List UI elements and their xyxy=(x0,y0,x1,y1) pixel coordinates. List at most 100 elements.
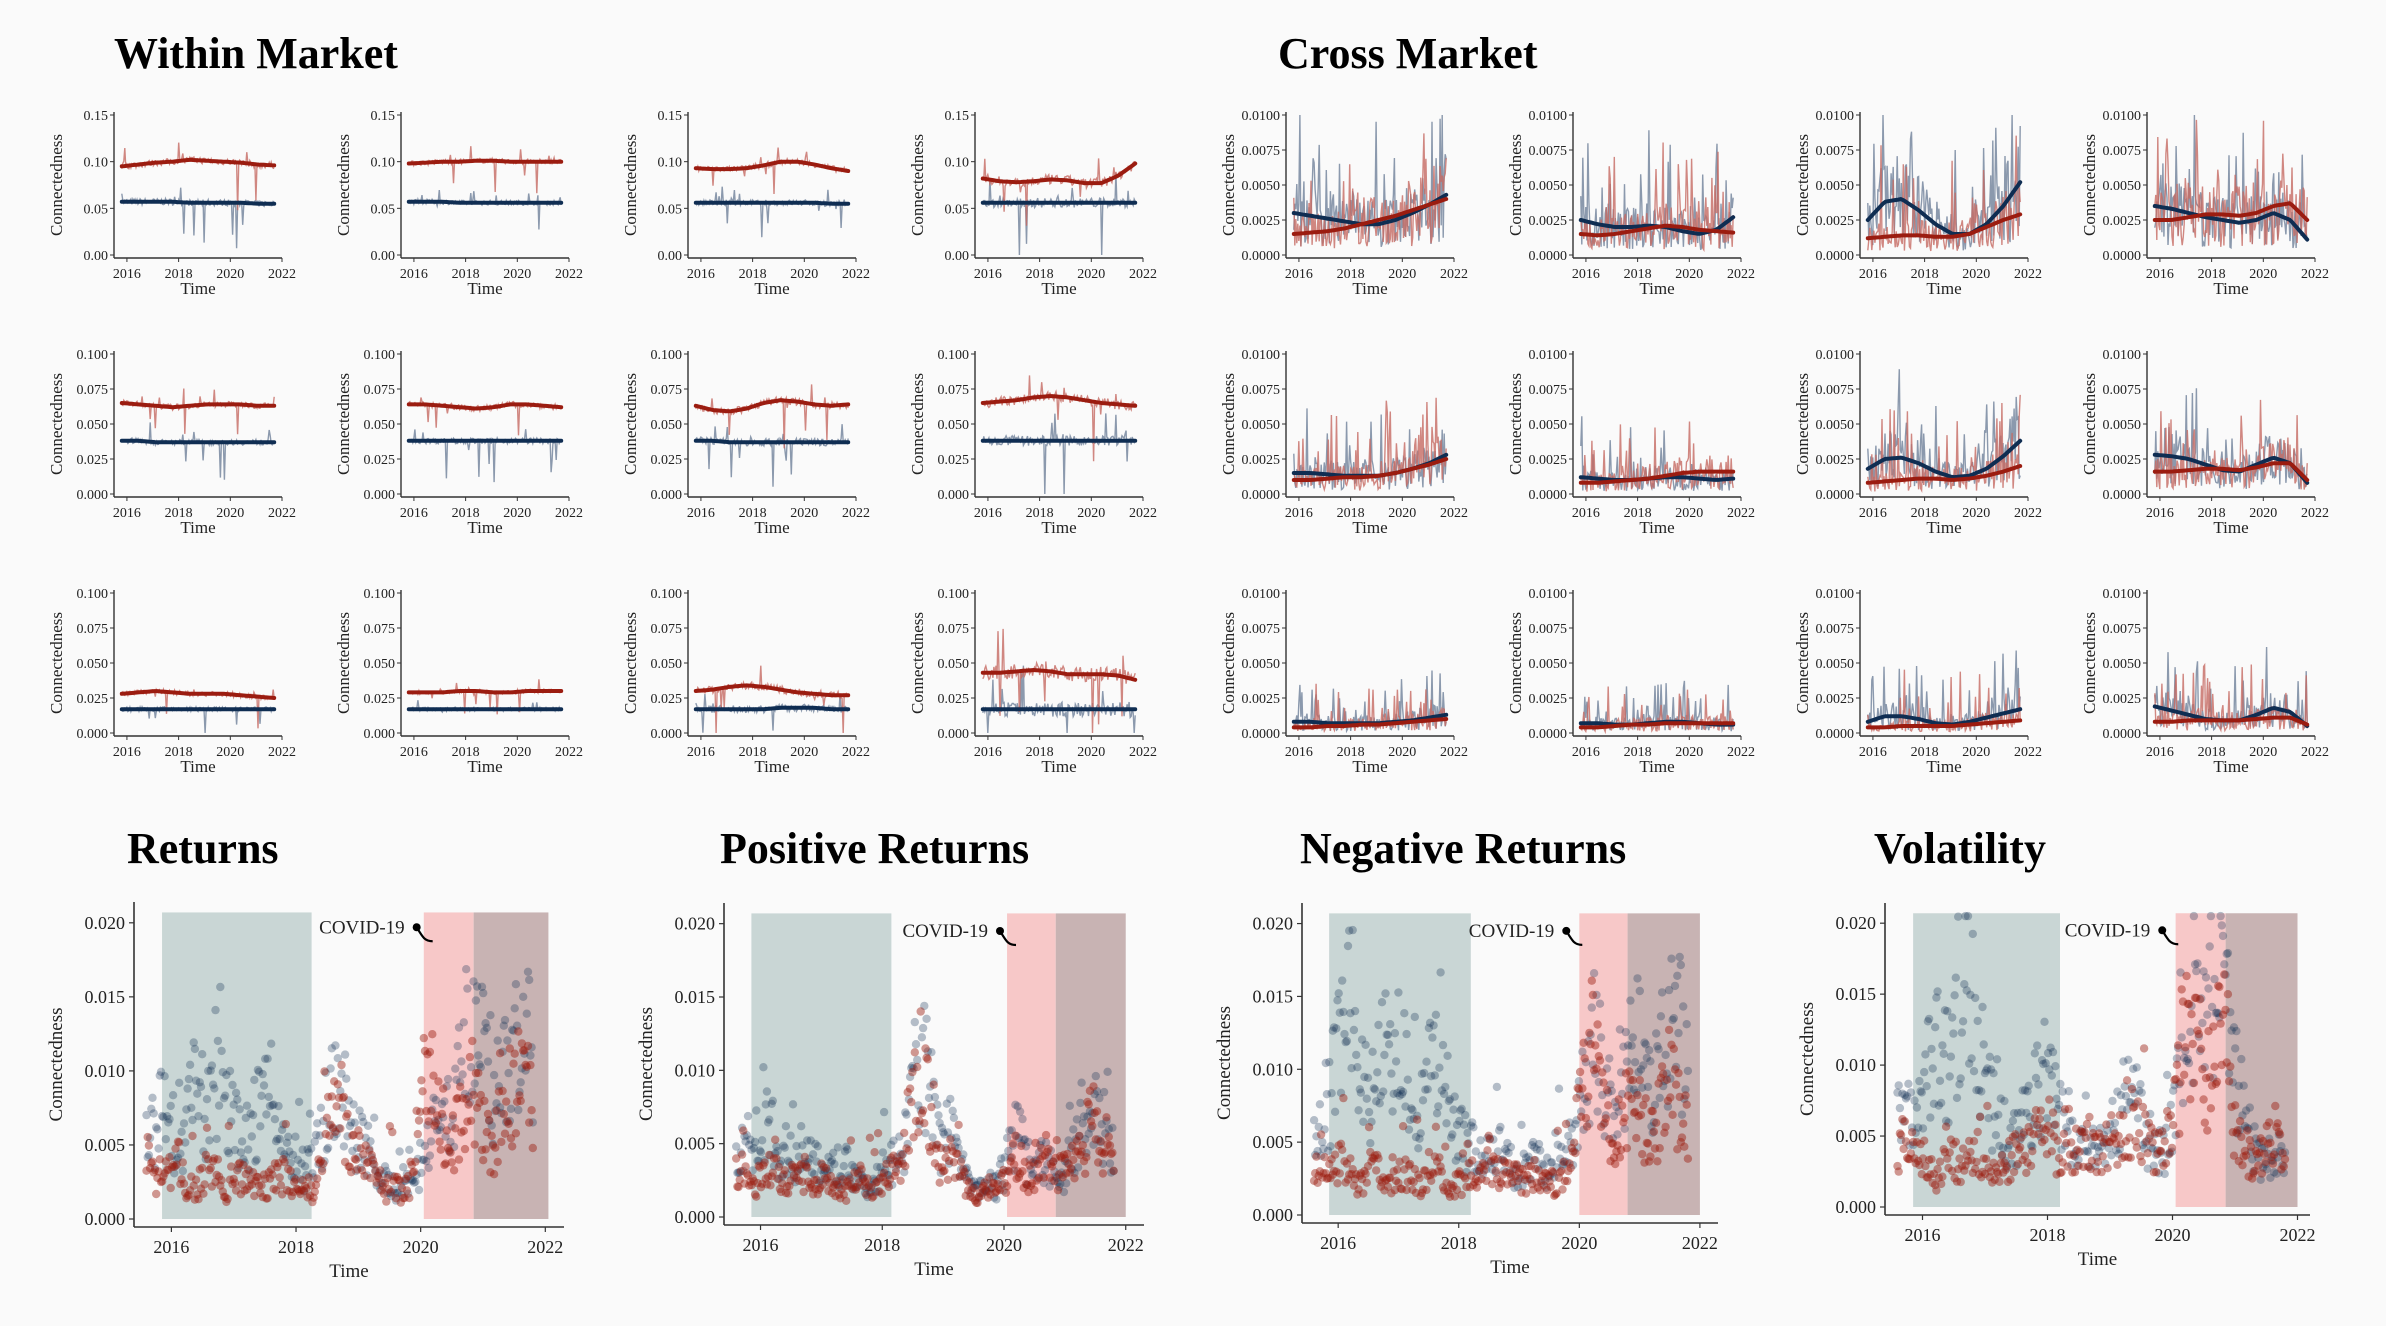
data-point xyxy=(2022,1168,2031,1178)
data-point xyxy=(765,1115,774,1124)
data-point xyxy=(947,1133,956,1143)
data-point xyxy=(1051,1172,1060,1182)
shaded-period-2 xyxy=(1055,913,1126,1217)
data-point xyxy=(753,1156,762,1165)
data-point xyxy=(1941,1122,1951,1131)
data-point xyxy=(271,1186,281,1195)
covid-annotation-arrow xyxy=(415,926,433,943)
data-point xyxy=(1579,1038,1588,1048)
data-point xyxy=(1989,1069,1998,1078)
data-point xyxy=(168,1091,178,1100)
data-point xyxy=(864,1182,873,1191)
x-tick-label: 2020 xyxy=(1388,267,1416,282)
data-point xyxy=(1402,1185,1411,1195)
data-point xyxy=(336,1086,345,1096)
data-point xyxy=(487,1131,496,1141)
data-point xyxy=(902,1110,911,1119)
data-point xyxy=(431,1095,441,1105)
data-point xyxy=(213,1036,223,1046)
y-tick-label: 0.0075 xyxy=(2103,622,2142,637)
data-point xyxy=(1085,1107,1095,1116)
data-point xyxy=(1330,1107,1340,1117)
data-point xyxy=(1438,1040,1448,1050)
data-point xyxy=(1384,1040,1394,1049)
data-point xyxy=(1975,1112,1985,1122)
data-point xyxy=(418,1087,427,1096)
x-axis-label: Time xyxy=(1926,518,1961,537)
data-point xyxy=(916,1007,925,1016)
data-point xyxy=(275,1134,284,1144)
data-point xyxy=(1636,1065,1646,1074)
data-point xyxy=(1041,1130,1051,1140)
data-point xyxy=(973,1198,982,1208)
data-point xyxy=(1090,1089,1099,1099)
data-point xyxy=(896,1176,905,1186)
data-point xyxy=(1421,1166,1430,1175)
data-point xyxy=(1490,1155,1499,1164)
data-point xyxy=(1312,1152,1321,1161)
data-point xyxy=(927,1102,936,1112)
data-point xyxy=(949,1113,959,1123)
x-tick-label: 2016 xyxy=(687,506,715,521)
y-tick-label: 0.075 xyxy=(651,383,683,398)
data-point xyxy=(332,1102,341,1111)
data-point xyxy=(1413,1111,1422,1121)
x-tick-label: 2016 xyxy=(400,506,428,521)
data-point xyxy=(1375,1175,1384,1185)
data-point xyxy=(1480,1161,1490,1170)
data-point xyxy=(1342,1036,1352,1046)
data-point xyxy=(909,1064,918,1073)
data-point xyxy=(1400,1165,1409,1174)
data-point xyxy=(1633,974,1642,983)
data-point xyxy=(1071,1147,1080,1156)
y-tick-label: 0.05 xyxy=(945,202,970,217)
data-point xyxy=(883,1179,892,1189)
data-point xyxy=(855,1167,864,1176)
data-point xyxy=(270,1159,280,1168)
y-tick-label: 0.0100 xyxy=(1529,587,1568,602)
data-point xyxy=(839,1190,848,1199)
data-point xyxy=(1335,1008,1345,1017)
data-point xyxy=(1466,1121,1476,1130)
data-point xyxy=(147,1158,156,1168)
data-point xyxy=(966,1189,975,1198)
data-point xyxy=(314,1160,323,1169)
data-point xyxy=(846,1179,856,1189)
data-point xyxy=(1002,1182,1012,1191)
data-point xyxy=(1038,1170,1047,1180)
data-point xyxy=(347,1168,356,1177)
data-point xyxy=(1423,1085,1432,1094)
data-point xyxy=(1014,1133,1024,1143)
data-point xyxy=(400,1176,409,1186)
data-point xyxy=(995,1185,1005,1195)
data-point xyxy=(836,1194,845,1203)
data-point xyxy=(426,1137,436,1146)
data-point xyxy=(2198,1018,2207,1028)
data-point xyxy=(950,1142,960,1151)
x-tick-label: 2016 xyxy=(687,267,715,282)
data-point xyxy=(981,1185,990,1195)
data-point xyxy=(1626,996,1635,1005)
data-point xyxy=(322,1113,332,1123)
data-point xyxy=(1028,1169,1038,1178)
data-point xyxy=(781,1122,791,1131)
x-axis-label: Time xyxy=(1352,757,1387,776)
data-point xyxy=(782,1170,792,1179)
x-tick-label: 2016 xyxy=(974,267,1002,282)
data-point xyxy=(766,1181,775,1190)
data-point xyxy=(1393,1088,1402,1098)
data-point xyxy=(273,1162,282,1172)
data-point xyxy=(961,1164,970,1174)
data-point xyxy=(1561,1119,1571,1129)
data-point xyxy=(191,1076,201,1085)
data-point xyxy=(1448,1130,1457,1139)
data-point xyxy=(1950,991,1959,1000)
data-point xyxy=(2040,1135,2049,1145)
data-point xyxy=(456,1082,465,1091)
data-point xyxy=(1505,1169,1514,1178)
red-trend-line xyxy=(406,689,564,695)
data-point xyxy=(1073,1163,1083,1172)
data-point xyxy=(384,1185,393,1194)
